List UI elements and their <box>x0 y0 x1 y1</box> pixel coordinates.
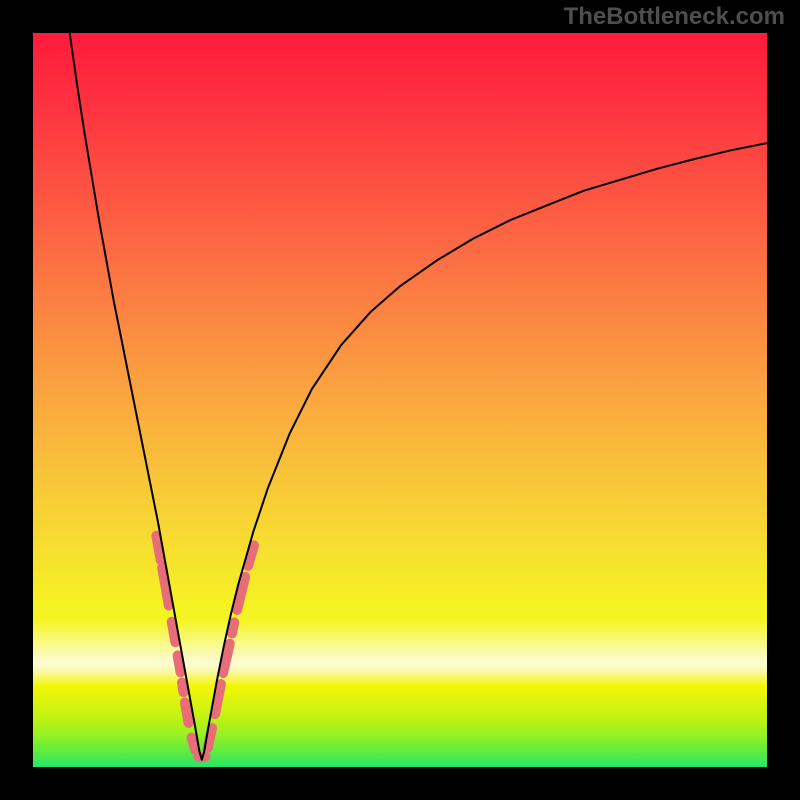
chart-stage: TheBottleneck.com <box>0 0 800 800</box>
highlight-segment <box>185 702 189 723</box>
highlight-segment <box>178 655 181 672</box>
plot-svg <box>0 0 800 800</box>
highlight-segment <box>156 536 160 560</box>
highlight-segment <box>192 738 196 750</box>
highlight-segment <box>172 622 176 643</box>
watermark-text: TheBottleneck.com <box>564 3 785 31</box>
highlight-segment <box>232 622 234 633</box>
bottleneck-curve <box>70 33 767 760</box>
highlight-segment <box>182 683 183 693</box>
